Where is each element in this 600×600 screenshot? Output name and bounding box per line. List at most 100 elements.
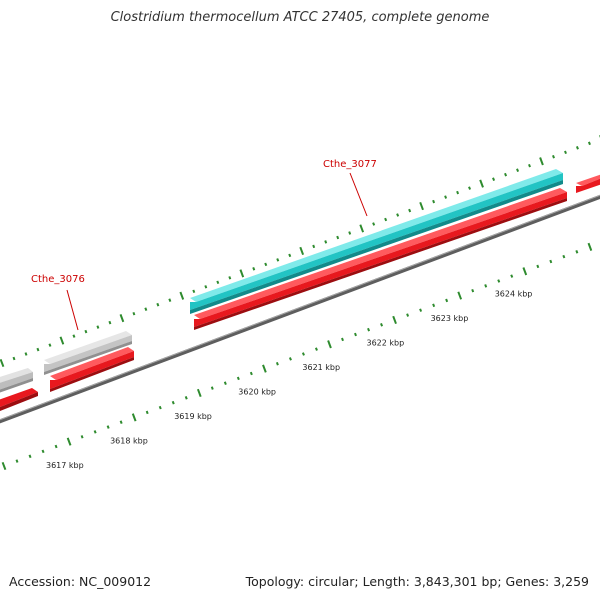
outer-ring-minor-tick	[528, 163, 531, 168]
outer-ring-minor-tick	[108, 320, 112, 325]
outer-ring-minor-tick	[252, 267, 256, 271]
inner-ring-minor-tick	[54, 444, 58, 449]
inner-ring-minor-tick	[549, 259, 553, 264]
outer-ring-major-tick	[239, 269, 245, 278]
cds-feature-cthe-3076[interactable]	[50, 347, 134, 392]
outer-ring-minor-tick	[384, 217, 388, 222]
outer-ring-minor-tick	[84, 329, 88, 334]
genome-meta-text: Topology: circular; Length: 3,843,301 bp…	[245, 574, 589, 589]
inner-ring-minor-tick	[119, 420, 123, 424]
outer-ring-minor-tick	[264, 262, 268, 267]
outer-ring-minor-tick	[216, 280, 220, 285]
outer-ring-minor-tick	[504, 172, 508, 177]
inner-ring-minor-tick	[210, 386, 214, 390]
outer-ring-major-tick	[419, 201, 424, 211]
inner-ring-major-tick	[131, 413, 137, 422]
accession-text: Accession: NC_009012	[9, 574, 152, 589]
inner-tick-ring	[1, 242, 593, 471]
outer-ring-minor-tick	[336, 235, 340, 240]
cds-feature-cthe-3077[interactable]	[194, 188, 567, 330]
gene-feature-left[interactable]	[0, 368, 33, 396]
inner-ring-major-tick	[522, 267, 528, 276]
outer-ring-minor-tick	[192, 289, 196, 294]
inner-ring-minor-tick	[158, 405, 162, 410]
inner-ring-minor-tick	[354, 332, 357, 337]
inner-ring-major-tick	[327, 340, 332, 349]
outer-ring-minor-tick	[564, 150, 567, 155]
svg-text:Cthe_3076: Cthe_3076	[31, 274, 85, 285]
outer-ring-minor-tick	[468, 186, 472, 190]
inner-ring-minor-tick	[106, 425, 110, 429]
kbp-label-3621: 3621 kbp	[302, 363, 340, 372]
outer-ring-major-tick	[359, 224, 365, 233]
inner-ring-minor-tick	[93, 430, 97, 434]
inner-ring-minor-tick	[236, 376, 240, 381]
outer-ring-minor-tick	[204, 285, 208, 289]
gene-feature-cthe-3076[interactable]	[44, 331, 132, 375]
outer-ring-minor-tick	[156, 302, 160, 307]
outer-ring-major-tick	[179, 291, 185, 300]
outer-ring-major-tick	[119, 314, 125, 323]
inner-ring-major-tick	[66, 437, 72, 446]
outer-ring-major-tick	[479, 179, 484, 188]
inner-ring-minor-tick	[28, 454, 32, 459]
inner-ring-major-tick	[262, 364, 267, 373]
gene-track	[0, 169, 563, 396]
outer-ring-minor-tick	[288, 253, 292, 258]
inner-ring-major-tick	[392, 315, 397, 325]
outer-ring-minor-tick	[575, 146, 579, 150]
outer-ring-minor-tick	[276, 258, 280, 262]
cds-feature-right[interactable]	[576, 174, 600, 193]
outer-ring-minor-tick	[48, 343, 52, 347]
inner-ring-minor-tick	[432, 303, 436, 308]
outer-ring-minor-tick	[36, 347, 40, 352]
inner-ring-minor-tick	[223, 381, 227, 385]
outer-ring-minor-tick	[408, 208, 412, 213]
kbp-label-3618: 3618 kbp	[110, 437, 148, 446]
outer-ring-major-tick	[59, 336, 65, 345]
inner-ring-minor-tick	[406, 313, 410, 317]
outer-ring-minor-tick	[516, 168, 520, 172]
inner-ring-minor-tick	[471, 288, 475, 293]
outer-ring-minor-tick	[492, 177, 496, 181]
inner-ring-minor-tick	[41, 449, 45, 454]
inner-ring-minor-tick	[301, 352, 305, 356]
gene-feature-cthe-3077[interactable]	[190, 169, 563, 314]
cds-feature-left[interactable]	[0, 388, 38, 415]
outer-ring-major-tick	[299, 246, 305, 256]
kbp-label-3617: 3617 kbp	[46, 461, 84, 470]
outer-ring-minor-tick	[396, 213, 400, 217]
outer-ring-major-tick	[539, 157, 544, 166]
inner-ring-minor-tick	[275, 361, 279, 366]
outer-ring-minor-tick	[312, 244, 316, 249]
outer-ring-major-tick	[0, 358, 5, 368]
gene-label-cthe-3076[interactable]: Cthe_3076	[31, 274, 85, 331]
inner-ring-minor-tick	[341, 337, 344, 342]
outer-ring-minor-tick	[432, 199, 436, 204]
inner-ring-major-tick	[196, 388, 202, 398]
kbp-label-3623: 3623 kbp	[431, 314, 469, 323]
outer-ring-minor-tick	[168, 298, 172, 302]
inner-ring-minor-tick	[575, 250, 579, 254]
gene-label-cthe-3077[interactable]: Cthe_3077	[323, 159, 377, 217]
inner-ring-minor-tick	[367, 327, 371, 332]
inner-ring-major-tick	[587, 242, 593, 251]
outer-ring-minor-tick	[444, 195, 448, 199]
outer-ring-minor-tick	[228, 276, 232, 280]
inner-ring-minor-tick	[80, 435, 84, 439]
outer-ring-minor-tick	[72, 334, 76, 338]
outer-ring-minor-tick	[552, 154, 555, 159]
outer-ring-minor-tick	[24, 352, 28, 356]
inner-ring-minor-tick	[314, 347, 318, 351]
inner-ring-minor-tick	[445, 298, 449, 303]
inner-ring-minor-tick	[15, 459, 19, 463]
outer-tick-ring	[0, 135, 600, 368]
inner-ring-minor-tick	[497, 279, 501, 283]
gene-labels: Cthe_3076 Cthe_3077	[31, 159, 377, 331]
outer-ring-minor-tick	[132, 311, 136, 316]
inner-ring-minor-tick	[510, 274, 514, 278]
outer-ring-minor-tick	[144, 307, 148, 311]
inner-ring-minor-tick	[171, 400, 175, 405]
